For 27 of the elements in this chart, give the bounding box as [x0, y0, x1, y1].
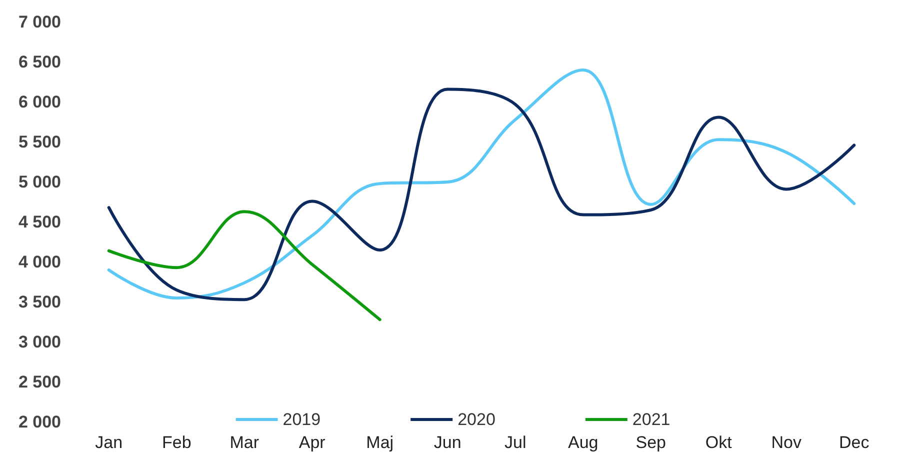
legend-label: 2021 [632, 410, 670, 429]
y-tick-label: 3 000 [18, 332, 61, 352]
y-tick-label: 3 500 [18, 292, 61, 312]
x-tick-label: Dec [839, 433, 870, 452]
x-tick-label: Apr [298, 433, 326, 452]
y-tick-label: 6 000 [18, 92, 61, 112]
x-tick-label: Jul [504, 433, 526, 452]
y-tick-label: 5 500 [18, 132, 61, 152]
y-tick-label: 6 500 [18, 52, 61, 72]
x-tick-label: Maj [366, 433, 394, 452]
y-tick-label: 5 000 [18, 172, 61, 192]
y-tick-label: 2 500 [18, 372, 61, 392]
legend-label: 2019 [282, 410, 321, 429]
y-tick-label: 4 500 [18, 212, 61, 232]
x-tick-label: Okt [705, 433, 732, 452]
y-tick-label: 4 000 [18, 252, 61, 272]
legend-label: 2020 [458, 410, 496, 429]
x-tick-label: Sep [636, 433, 666, 452]
y-tick-label: 7 000 [18, 12, 61, 32]
x-tick-label: Jun [434, 433, 462, 452]
x-tick-label: Aug [568, 433, 598, 452]
x-tick-label: Mar [230, 433, 260, 452]
x-tick-label: Nov [771, 433, 802, 452]
y-tick-label: 2 000 [18, 412, 61, 432]
x-tick-label: Feb [162, 433, 192, 452]
x-tick-label: Jan [95, 433, 123, 452]
line-series [107, 210, 382, 322]
